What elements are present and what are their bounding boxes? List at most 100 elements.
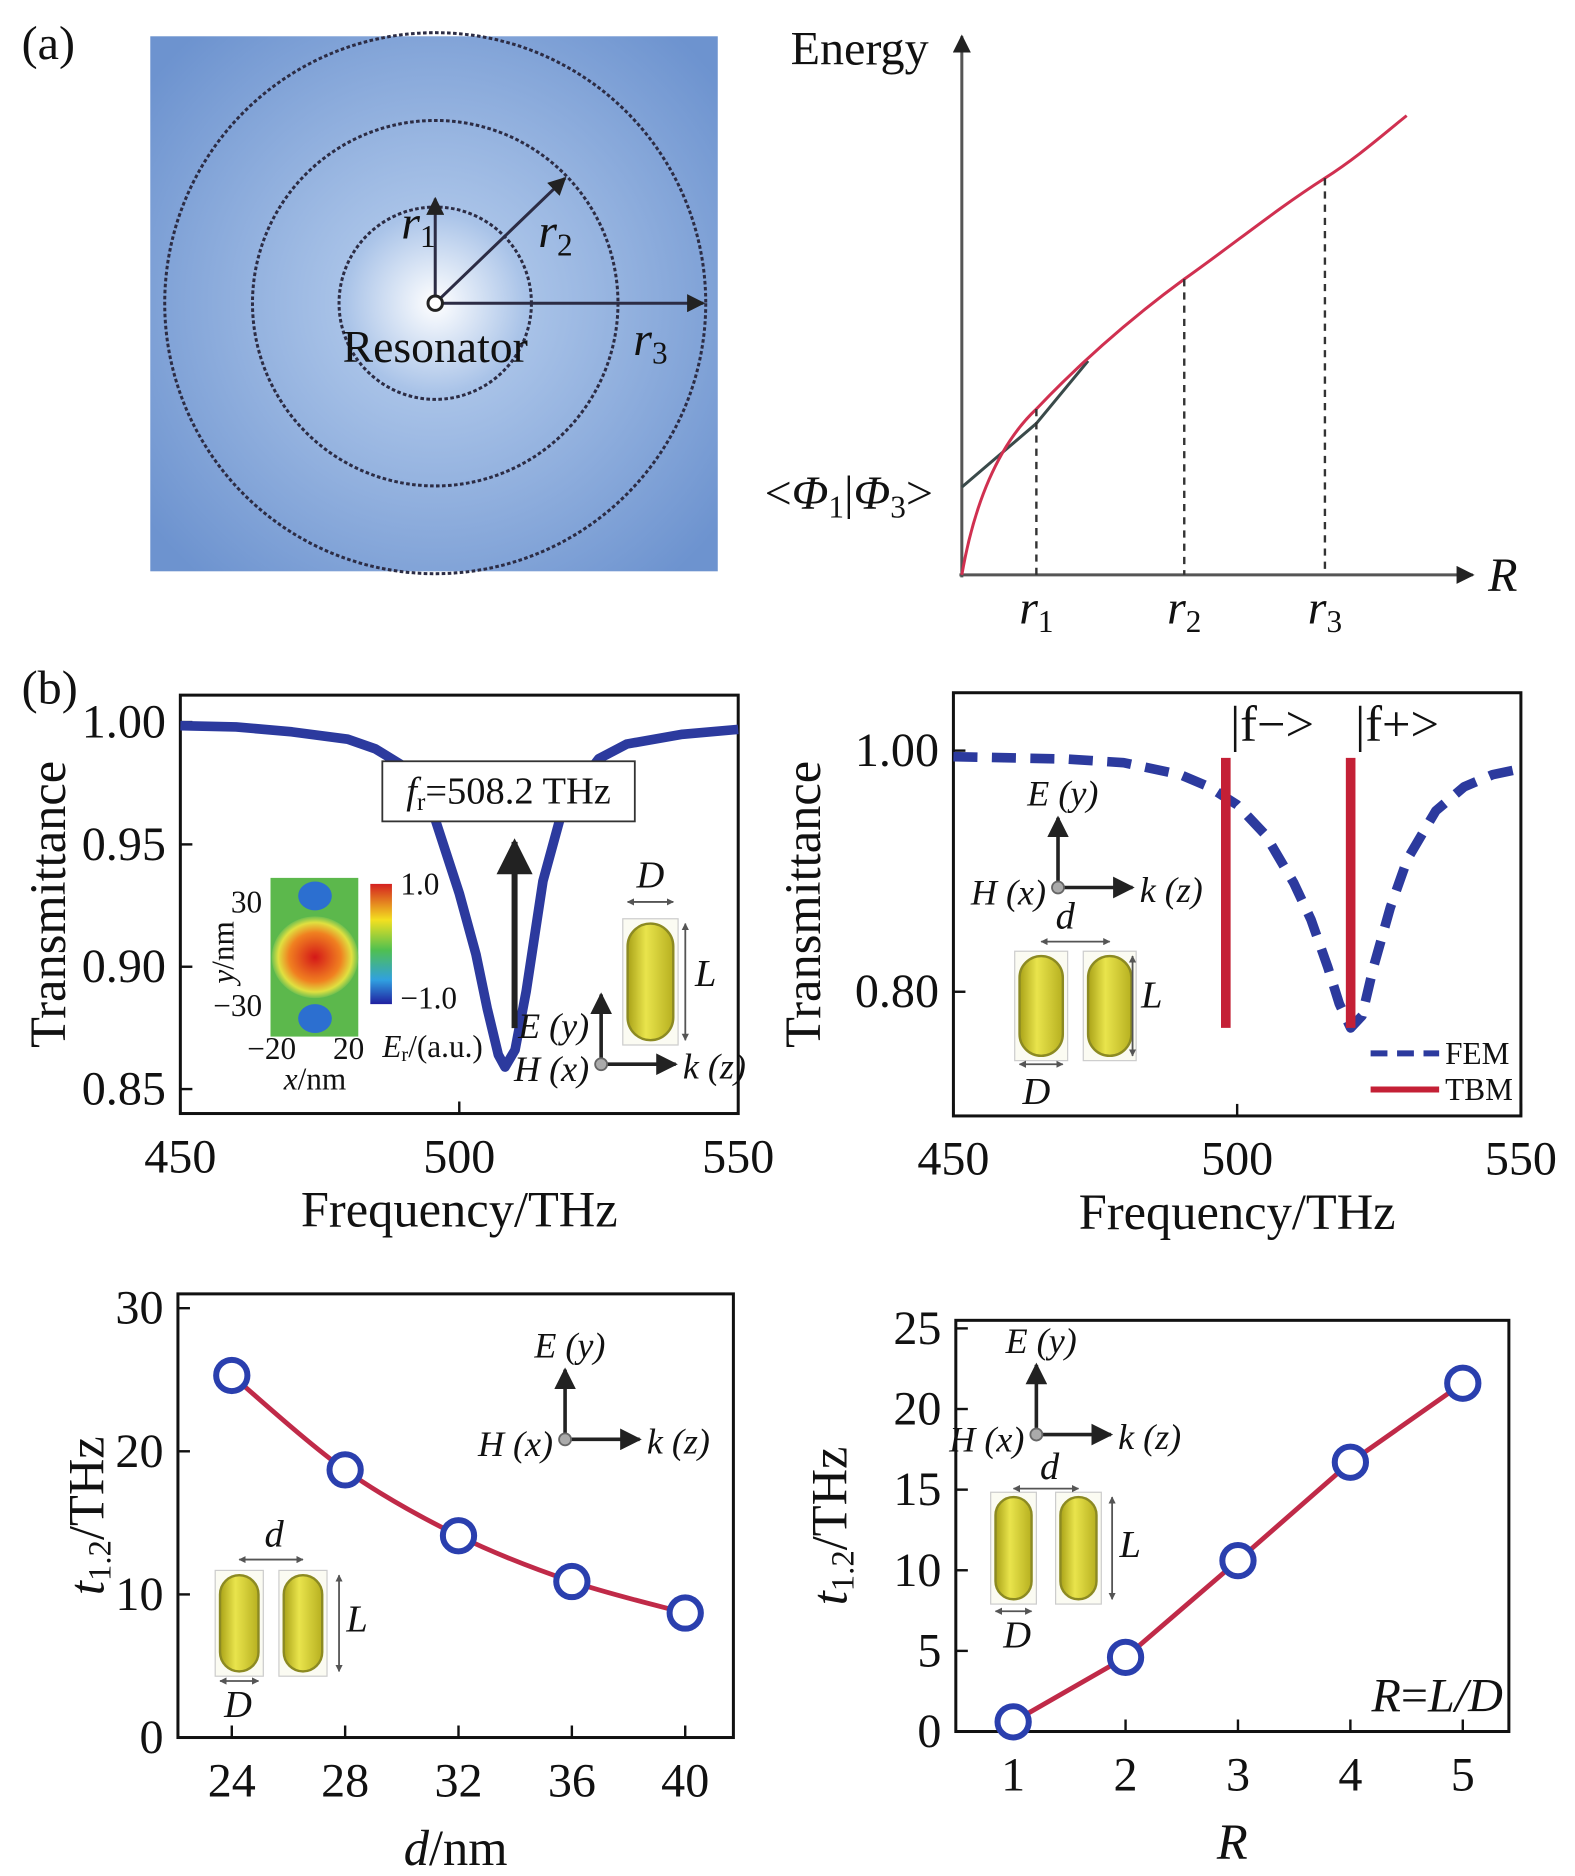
x-tick-label: 40 (661, 1754, 709, 1807)
x-tick-label: 4 (1338, 1748, 1362, 1801)
annotation-box (381, 760, 636, 823)
x-tick-label: 24 (208, 1754, 256, 1807)
field-label: k (z) (647, 1422, 710, 1462)
text-part: t (59, 1579, 115, 1595)
text-part: x (283, 1061, 298, 1096)
text-part: | (844, 467, 854, 520)
y-tick-label: 20 (115, 1425, 163, 1478)
field-label: H (x) (513, 1049, 589, 1089)
dimension-label: L (1140, 975, 1162, 1017)
panel-label: (a) (22, 17, 75, 70)
field-label: H (x) (948, 1419, 1024, 1459)
dimension-label: d (1040, 1446, 1060, 1488)
x-tick-label: 500 (423, 1130, 495, 1183)
text-part: /(a.u.) (408, 1029, 483, 1064)
x-tick-label: 5 (1451, 1748, 1475, 1801)
energy-curve (960, 114, 1408, 576)
text-part: r (1308, 581, 1327, 634)
asymptote (960, 359, 1090, 489)
x-tick-label: 2 (1114, 1748, 1138, 1801)
radius-label: r1 (401, 196, 435, 253)
x-tick-label: 550 (702, 1130, 774, 1183)
data-point (1331, 1443, 1370, 1481)
field-label: k (z) (683, 1047, 746, 1087)
plot-frame (176, 1292, 735, 1740)
text-part: 3 (652, 335, 668, 370)
origin (1029, 1427, 1044, 1442)
text-part: /nm (205, 921, 240, 970)
dimension-label: L (345, 1599, 367, 1641)
text-part: /nm (298, 1061, 347, 1096)
inset-label: Er/(a.u.) (381, 1029, 482, 1066)
rod (994, 1495, 1033, 1601)
field-label: E (y) (1026, 774, 1098, 814)
text-part: = (1401, 1669, 1428, 1722)
rod (282, 1574, 324, 1673)
data-point (553, 1562, 591, 1601)
inset-tick: −20 (247, 1031, 296, 1066)
resonator-label: Resonator (343, 321, 528, 372)
y-tick-label: 30 (115, 1282, 163, 1335)
text-part: r (401, 196, 420, 249)
dimension-label: L (1118, 1524, 1140, 1566)
rod (1059, 1495, 1098, 1601)
text-part: R (1371, 1669, 1401, 1722)
resonator-dot (426, 294, 444, 312)
field-lobe (298, 1004, 332, 1033)
data-point (439, 1517, 478, 1555)
x-tick-label: 550 (1485, 1133, 1557, 1186)
rod (218, 1574, 260, 1673)
radius-guides (1035, 178, 1327, 575)
x-tick-label: 450 (144, 1130, 216, 1183)
field-label: k (z) (1118, 1417, 1181, 1457)
plot-frame (954, 1318, 1511, 1734)
colorbar (370, 883, 392, 1005)
text-part: 1 (420, 219, 436, 254)
text-part: r (1167, 581, 1186, 634)
x-tick-label: 450 (917, 1133, 989, 1186)
y-tick-label: 20 (893, 1383, 941, 1436)
data-point (1444, 1364, 1482, 1402)
y-tick-label: 15 (893, 1463, 941, 1516)
y-tick-label: 1.00 (82, 696, 166, 749)
field-label: H (x) (477, 1424, 553, 1464)
text-part: R (1216, 1814, 1248, 1870)
series-line (953, 751, 1522, 1033)
rod (626, 922, 675, 1042)
text-part: 1.2 (826, 1550, 862, 1591)
inset-label: x/nm (283, 1061, 347, 1096)
x-tick-label: 500 (1201, 1133, 1273, 1186)
data-point (666, 1594, 704, 1632)
state-label: |f+> (1355, 696, 1439, 752)
y-tick-label: 0 (139, 1711, 163, 1764)
y-tick-label: 0.85 (82, 1063, 166, 1116)
data-point (213, 1356, 251, 1395)
text-part: 3 (1326, 603, 1342, 638)
y-tick-label: 5 (917, 1624, 941, 1677)
inset-tick: −30 (213, 988, 262, 1023)
dimension-label: D (1021, 1071, 1050, 1113)
text-part: > (906, 467, 933, 520)
x-axis-label: R (1216, 1814, 1248, 1870)
y-tick-label: 1.00 (855, 724, 939, 777)
dimension-label: L (694, 953, 716, 995)
field-label: E (y) (517, 1006, 589, 1046)
text-part: Φ (792, 467, 829, 520)
x-tick-label: r1 (1019, 581, 1053, 638)
data-point (1219, 1541, 1257, 1580)
x-tick-label: 32 (434, 1754, 482, 1807)
energy-axes (952, 34, 1475, 584)
text-part: 1.2 (83, 1540, 119, 1581)
text-part: Frequency/THz (1079, 1184, 1396, 1240)
text-part: Frequency/THz (301, 1182, 618, 1238)
panel-label: (b) (22, 661, 78, 714)
field-label: E (y) (1005, 1321, 1077, 1361)
state-label: |f−> (1230, 696, 1314, 752)
radius-label: r2 (538, 205, 572, 262)
dimension-label: D (1002, 1614, 1031, 1656)
text-part: 1 (1038, 603, 1054, 638)
text-part: d (404, 1820, 430, 1876)
data-point (326, 1451, 364, 1489)
